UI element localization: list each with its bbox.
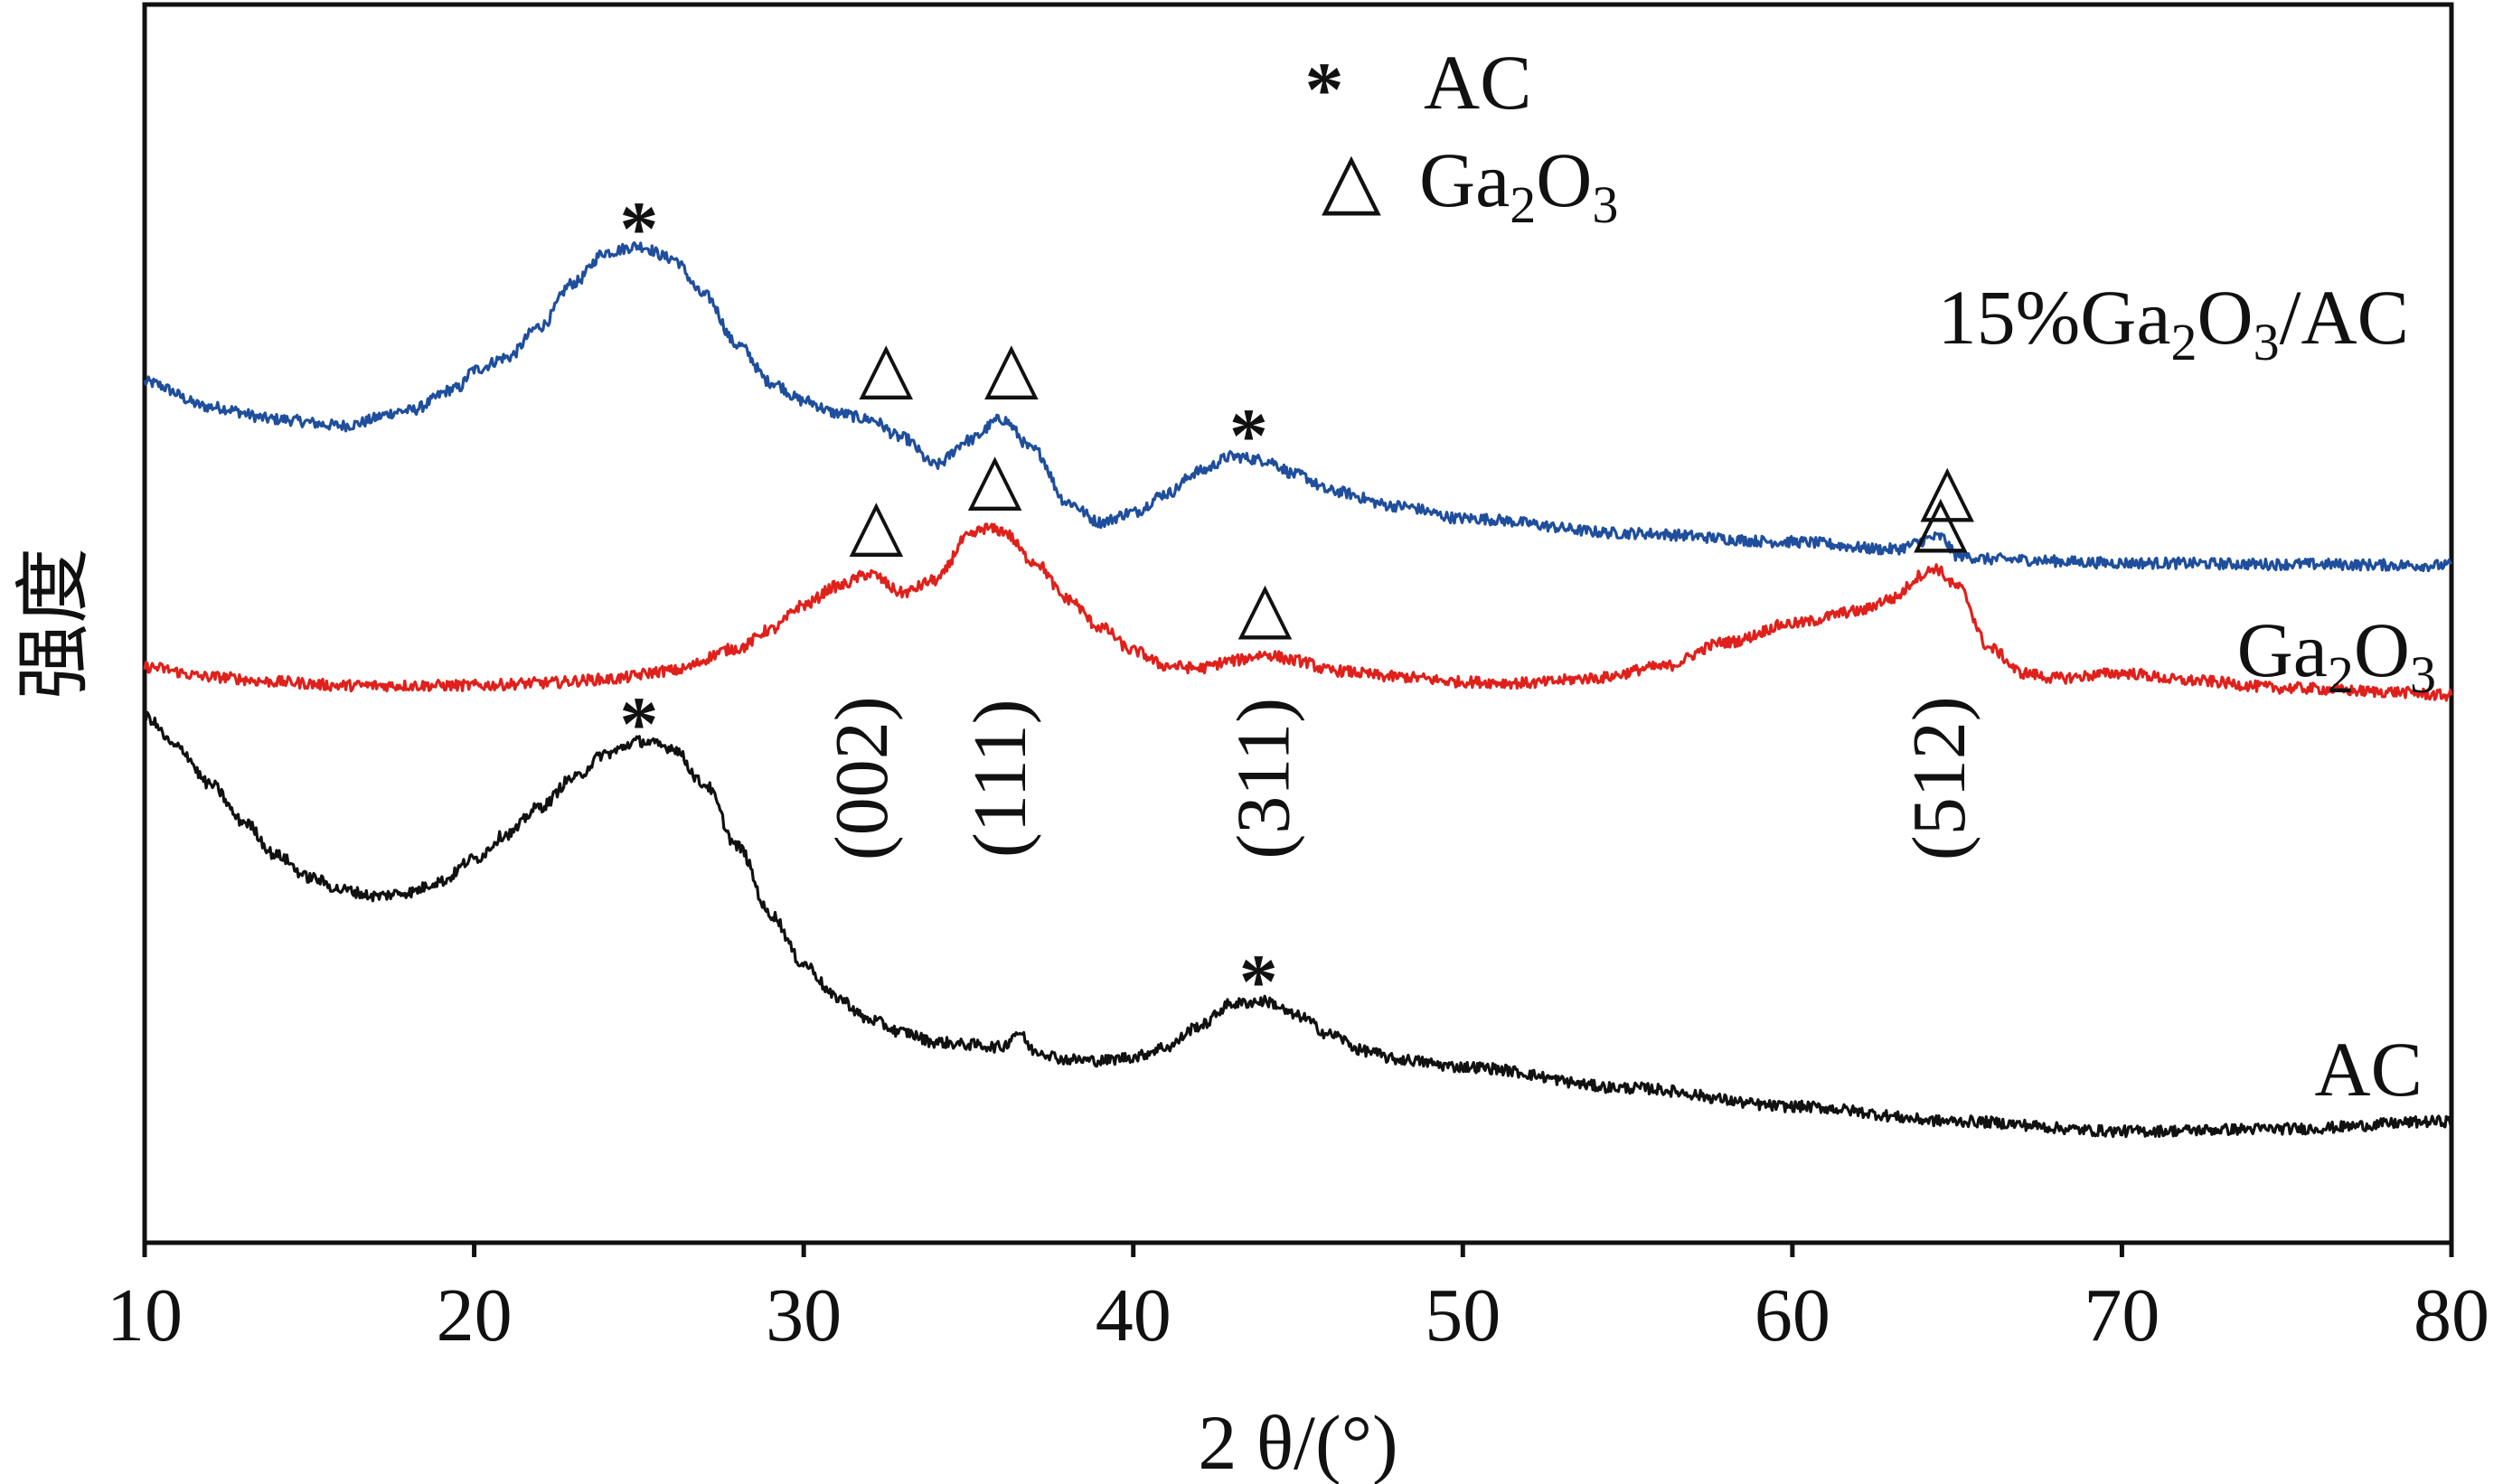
x-axis-title: 2 θ/(°) [1198, 1399, 1397, 1484]
miller-index-label-0: (002) [820, 696, 904, 860]
series-layer [143, 241, 2453, 1139]
series-label-ga2o3: Ga2O3 [2237, 606, 2436, 704]
legend: * AC △ Ga2O3 [1305, 39, 1619, 234]
triangle-peak-marker-1-3: △ [1914, 481, 1968, 559]
series-line-1 [143, 522, 2453, 702]
legend-label-ga2o3: Ga2O3 [1419, 136, 1618, 234]
asterisk-peak-marker-2-1: * [1239, 938, 1278, 1025]
plot-frame [142, 2, 2454, 1245]
triangle-peak-marker-1-2: △ [1238, 568, 1293, 646]
x-tick-label-60: 60 [1755, 1273, 1830, 1357]
series-label-ac: AC [2315, 1026, 2423, 1113]
x-tick-label-50: 50 [1425, 1273, 1501, 1357]
annotation-layer: *△ △*△△△△△(002) (111) (311) (512)** [619, 185, 1981, 1025]
x-tick-label-10: 10 [107, 1273, 183, 1357]
y-axis-title: 强度 [13, 548, 97, 700]
miller-index-label-2: (311) [1222, 698, 1306, 859]
triangle-peak-marker-0-1: △ [859, 327, 913, 406]
legend-label-ac: AC [1424, 39, 1531, 126]
legend-triangle-marker: △ [1322, 136, 1381, 223]
series-line-0 [143, 241, 2453, 573]
miller-index-label-3: (512) [1897, 696, 1981, 860]
series-line-2 [143, 710, 2453, 1139]
x-tick-label-20: 20 [437, 1273, 513, 1357]
x-axis-ticks: 10 20 30 40 50 60 70 80 [107, 1243, 2489, 1357]
x-tick-label-40: 40 [1096, 1273, 1172, 1357]
triangle-peak-marker-0-4: △ [1920, 450, 1974, 529]
asterisk-peak-marker-0-3: * [1229, 392, 1268, 479]
legend-asterisk-marker: * [1305, 46, 1344, 133]
triangle-peak-marker-1-1: △ [968, 439, 1022, 518]
miller-index-label-1: (111) [958, 699, 1042, 858]
asterisk-peak-marker-0-0: * [619, 185, 658, 272]
series-label-15ga2o3-ac: 15%Ga2O3/AC [1938, 274, 2409, 371]
x-tick-label-30: 30 [766, 1273, 842, 1357]
triangle-peak-marker-1-0: △ [849, 484, 903, 563]
asterisk-peak-marker-2-0: * [619, 681, 658, 767]
x-tick-label-80: 80 [2414, 1273, 2489, 1357]
x-tick-label-70: 70 [2084, 1273, 2160, 1357]
triangle-peak-marker-0-2: △ [984, 327, 1039, 406]
